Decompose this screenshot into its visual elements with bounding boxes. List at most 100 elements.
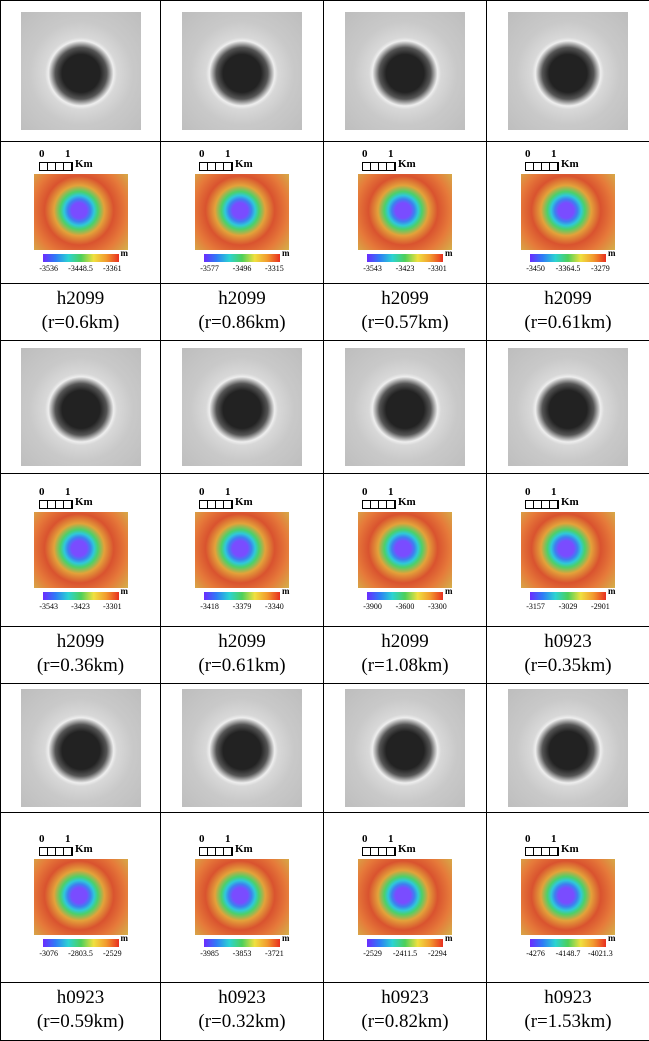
color-bar-label: -3340 (265, 602, 284, 611)
color-bar-label: -3853 (233, 949, 252, 958)
scale-one: 1 (551, 148, 557, 160)
color-bar-label: -2529 (363, 949, 382, 958)
scale-zero: 0 (199, 833, 205, 845)
scale-zero: 0 (362, 833, 368, 845)
color-bar (204, 939, 280, 947)
color-bar (367, 939, 443, 947)
scale-unit: Km (398, 496, 416, 508)
scale-one: 1 (225, 486, 231, 498)
color-unit: m (445, 933, 453, 943)
color-unit: m (121, 586, 129, 596)
color-bar-label: -3577 (200, 264, 219, 273)
image-cell (323, 683, 487, 813)
dem-map (195, 174, 289, 250)
crater-id: h0923 (1, 986, 160, 1010)
scale-zero: 0 (362, 148, 368, 160)
color-bar-label: -3301 (428, 264, 447, 273)
color-unit: m (445, 248, 453, 258)
crater-id: h2099 (1, 287, 160, 311)
dem-map (358, 512, 452, 588)
scale-bar (362, 500, 396, 509)
dem-map (195, 859, 289, 935)
color-bar-label: -3364.5 (556, 264, 581, 273)
caption-cell: h2099(r=0.61km) (160, 626, 324, 684)
crater-image (182, 348, 302, 466)
color-bar-label: -3900 (363, 602, 382, 611)
scale-zero: 0 (525, 148, 531, 160)
crater-id: h2099 (324, 287, 486, 311)
color-bar-label: -2803.5 (68, 949, 93, 958)
caption-cell: h0923(r=1.53km) (486, 982, 649, 1041)
scale-bar (199, 847, 233, 856)
color-bar-label: -3029 (559, 602, 578, 611)
color-bar-label: -3536 (39, 264, 58, 273)
crater-radius: (r=0.61km) (487, 311, 649, 335)
scale-unit: Km (75, 843, 93, 855)
crater-radius: (r=0.35km) (487, 654, 649, 678)
crater-radius: (r=0.82km) (324, 1010, 486, 1034)
color-bar-label: -3543 (363, 264, 382, 273)
crater-id: h0923 (487, 630, 649, 654)
crater-image (345, 12, 465, 130)
color-bar-label: -4276 (526, 949, 545, 958)
caption-cell: h2099(r=0.86km) (160, 283, 324, 341)
crater-image (508, 348, 628, 466)
image-cell (323, 0, 487, 142)
crater-image (508, 12, 628, 130)
dem-cell: 0 1 Km m -3985 -3853 -3721 (160, 812, 324, 983)
crater-image (345, 689, 465, 807)
scale-unit: Km (561, 843, 579, 855)
crater-radius: (r=0.6km) (1, 311, 160, 335)
dem-map (34, 174, 128, 250)
scale-bar (362, 847, 396, 856)
crater-id: h2099 (324, 630, 486, 654)
color-bar-label: -3985 (200, 949, 219, 958)
crater-radius: (r=0.32km) (161, 1010, 323, 1034)
caption-cell: h2099(r=1.08km) (323, 626, 487, 684)
image-cell (486, 0, 649, 142)
color-bar-label: -2901 (591, 602, 610, 611)
image-cell (486, 683, 649, 813)
color-unit: m (282, 248, 290, 258)
scale-unit: Km (561, 158, 579, 170)
color-bar-label: -3721 (265, 949, 284, 958)
color-bar (367, 592, 443, 600)
color-bar (43, 592, 119, 600)
color-bar-label: -3301 (103, 602, 122, 611)
crater-image (21, 12, 141, 130)
dem-map (521, 512, 615, 588)
image-cell (0, 683, 161, 813)
scale-one: 1 (225, 833, 231, 845)
color-bar (530, 939, 606, 947)
image-cell (0, 0, 161, 142)
crater-image (21, 689, 141, 807)
scale-zero: 0 (39, 148, 45, 160)
scale-bar (39, 500, 73, 509)
color-bar (530, 592, 606, 600)
scale-zero: 0 (199, 148, 205, 160)
crater-radius: (r=1.08km) (324, 654, 486, 678)
scale-zero: 0 (199, 486, 205, 498)
crater-id: h2099 (1, 630, 160, 654)
scale-one: 1 (65, 486, 71, 498)
scale-unit: Km (561, 496, 579, 508)
crater-image (182, 12, 302, 130)
crater-id: h0923 (487, 986, 649, 1010)
color-unit: m (121, 248, 129, 258)
scale-bar (199, 162, 233, 171)
image-cell (486, 340, 649, 474)
scale-one: 1 (551, 486, 557, 498)
color-unit: m (282, 933, 290, 943)
scale-bar (362, 162, 396, 171)
scale-unit: Km (235, 843, 253, 855)
dem-map (521, 859, 615, 935)
scale-zero: 0 (39, 833, 45, 845)
scale-zero: 0 (362, 486, 368, 498)
color-bar-label: -3300 (428, 602, 447, 611)
caption-cell: h0923(r=0.35km) (486, 626, 649, 684)
crater-image (182, 689, 302, 807)
scale-one: 1 (65, 833, 71, 845)
